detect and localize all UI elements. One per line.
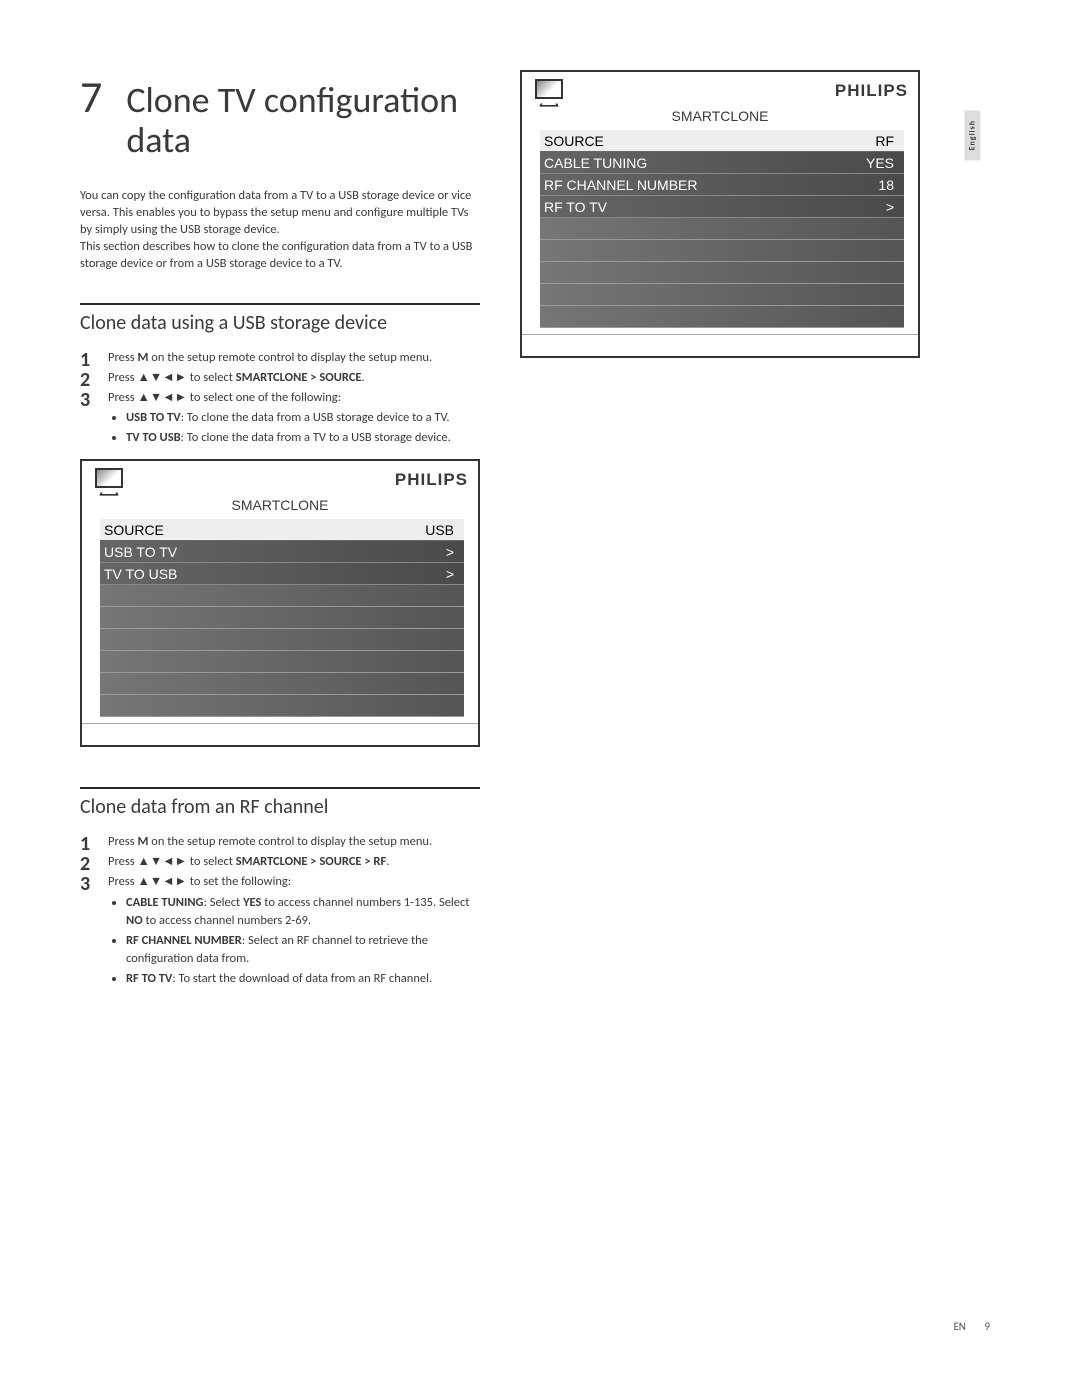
menu-row: RF TO TV>	[540, 196, 904, 218]
menu-row-empty	[540, 240, 904, 262]
menu-row-label: SOURCE	[544, 133, 875, 149]
menu-row-empty	[100, 673, 464, 695]
usb-step-3: Press ▲▼◄► to select one of the followin…	[80, 389, 480, 447]
menu-row-value: >	[446, 544, 460, 560]
rf-bullet-3: RF TO TV: To start the download of data …	[126, 970, 480, 988]
rf-step-2: Press ▲▼◄► to select SMARTCLONE > SOURCE…	[80, 853, 480, 871]
menu-row-empty	[100, 651, 464, 673]
chapter-number: 7	[80, 70, 102, 124]
rf-bullet-2: RF CHANNEL NUMBER: Select an RF channel …	[126, 932, 480, 968]
menu-row: USB TO TV>	[100, 541, 464, 563]
menu-row-empty	[100, 607, 464, 629]
tv-icon	[92, 468, 126, 492]
section-rf-title: Clone data from an RF channel	[80, 787, 480, 819]
menu-row-label: TV TO USB	[104, 566, 446, 582]
chapter-heading: 7 Clone TV configuration data	[80, 70, 480, 160]
menu-row-value: YES	[866, 155, 900, 171]
intro-text: You can copy the configuration data from…	[80, 188, 480, 272]
tv-icon	[532, 79, 566, 103]
chapter-title: Clone TV configuration data	[126, 81, 480, 160]
rf-steps: Press M on the setup remote control to d…	[80, 833, 480, 988]
brand-logo: PHILIPS	[835, 81, 908, 101]
menu-row-empty	[540, 306, 904, 328]
menu-row-empty	[540, 284, 904, 306]
menu-row-value: >	[446, 566, 460, 582]
menu-row: SOURCEUSB	[100, 519, 464, 541]
usb-bullet-1: USB TO TV: To clone the data from a USB …	[126, 409, 480, 427]
key-m: M	[137, 834, 148, 849]
section-usb-title: Clone data using a USB storage device	[80, 303, 480, 335]
rf-bullet-1: CABLE TUNING: Select YES to access chann…	[126, 894, 480, 930]
smartclone-rf-menu: PHILIPS SMARTCLONE SOURCERFCABLE TUNINGY…	[520, 70, 920, 358]
menu-row-empty	[100, 585, 464, 607]
menu-path: SMARTCLONE > SOURCE	[236, 370, 362, 385]
menu-row: CABLE TUNINGYES	[540, 152, 904, 174]
usb-bullet-2: TV TO USB: To clone the data from a TV t…	[126, 429, 480, 447]
menu-row: TV TO USB>	[100, 563, 464, 585]
brand-logo: PHILIPS	[395, 470, 468, 490]
menu-row-value: RF	[875, 133, 900, 149]
usb-steps: Press M on the setup remote control to d…	[80, 349, 480, 448]
menu-row-label: USB TO TV	[104, 544, 446, 560]
menu-row-value: >	[886, 199, 900, 215]
menu-title: SMARTCLONE	[82, 495, 478, 519]
usb-step-1: Press M on the setup remote control to d…	[80, 349, 480, 367]
menu-row-label: SOURCE	[104, 522, 425, 538]
smartclone-usb-menu: PHILIPS SMARTCLONE SOURCEUSBUSB TO TV>TV…	[80, 459, 480, 747]
key-m: M	[137, 350, 148, 365]
footer-lang: EN	[953, 1320, 965, 1333]
rf-step-3: Press ▲▼◄► to set the following: CABLE T…	[80, 873, 480, 988]
menu-row-empty	[100, 629, 464, 651]
menu-row-value: 18	[878, 177, 900, 193]
menu-row-empty	[540, 218, 904, 240]
menu-row-empty	[100, 695, 464, 717]
menu-row: SOURCERF	[540, 130, 904, 152]
menu-row-label: RF TO TV	[544, 199, 886, 215]
page-footer: EN 9	[953, 1320, 990, 1333]
language-tab: English	[964, 110, 980, 160]
menu-row-empty	[540, 262, 904, 284]
menu-row: RF CHANNEL NUMBER18	[540, 174, 904, 196]
usb-step-2: Press ▲▼◄► to select SMARTCLONE > SOURCE…	[80, 369, 480, 387]
menu-row-label: RF CHANNEL NUMBER	[544, 177, 878, 193]
menu-row-value: USB	[425, 522, 460, 538]
intro-p2: This section describes how to clone the …	[80, 239, 472, 271]
intro-p1: You can copy the configuration data from…	[80, 188, 471, 237]
menu-path: SMARTCLONE > SOURCE > RF	[236, 854, 386, 869]
rf-step-1: Press M on the setup remote control to d…	[80, 833, 480, 851]
page-number: 9	[984, 1320, 990, 1333]
menu-row-label: CABLE TUNING	[544, 155, 866, 171]
menu-title: SMARTCLONE	[522, 106, 918, 130]
